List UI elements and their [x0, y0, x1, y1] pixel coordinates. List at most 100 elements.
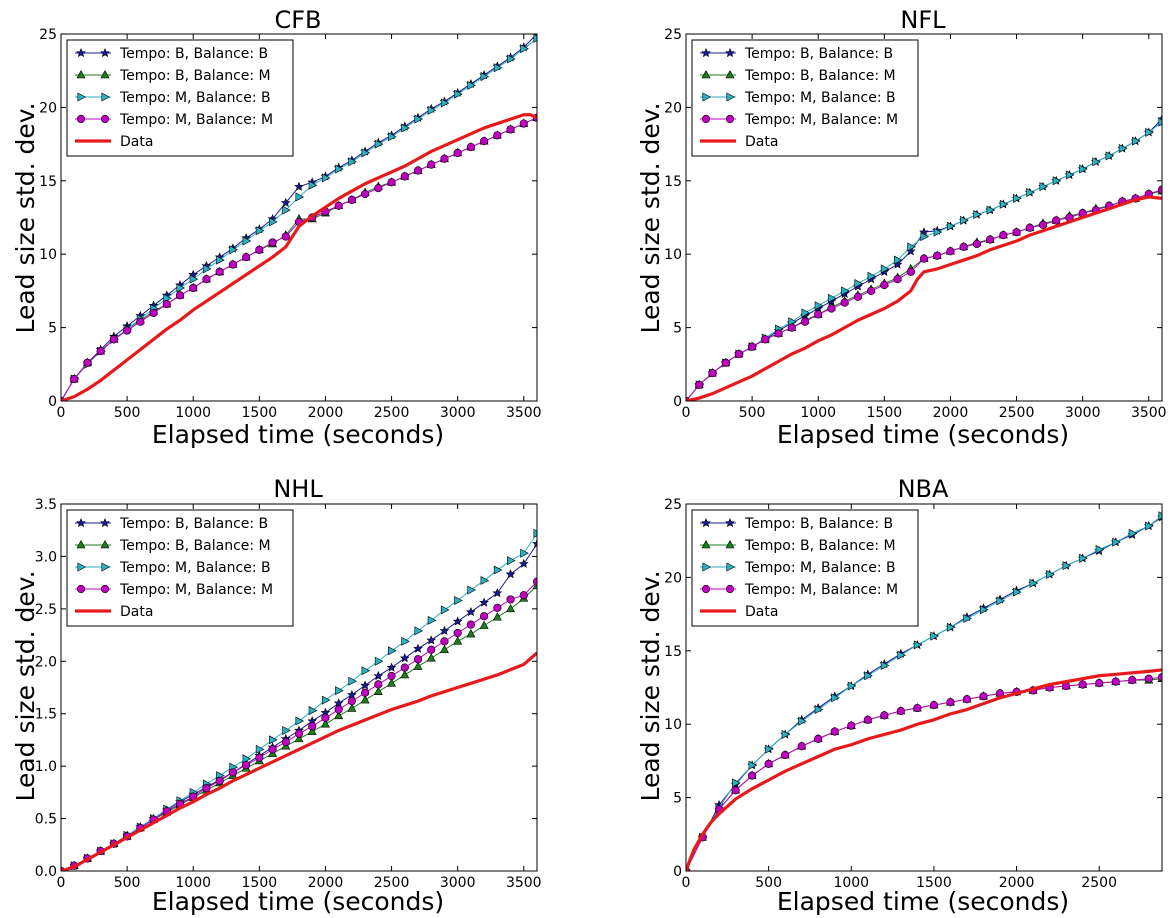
- data-point-tempo-m-balance-m: [426, 160, 436, 169]
- legend-marker: [725, 584, 735, 594]
- data-point-tempo-m-balance-m: [149, 308, 158, 318]
- y-tick-label: 2.5: [35, 602, 57, 618]
- data-point-tempo-m-balance-m: [334, 201, 343, 211]
- data-point-tempo-m-balance-m: [734, 349, 744, 359]
- data-point-tempo-m-balance-m: [1012, 227, 1021, 237]
- y-tick-label: 25: [664, 27, 682, 43]
- data-point-tempo-m-balance-m: [281, 737, 291, 747]
- data-point-tempo-m-balance-m: [932, 251, 942, 260]
- data-point-tempo-m-balance-m: [893, 274, 902, 284]
- x-axis-label: Elapsed time (seconds): [152, 420, 444, 449]
- x-tick-label: 1500: [916, 875, 952, 891]
- data-point-tempo-m-balance-m: [479, 611, 489, 621]
- data-point-tempo-m-balance-m: [479, 136, 489, 146]
- x-tick-label: 0: [57, 875, 66, 891]
- data-point-tempo-m-balance-m: [387, 177, 396, 187]
- x-tick-label: 2000: [308, 405, 344, 421]
- x-axis-label: Elapsed time (seconds): [777, 420, 1069, 449]
- series-group: [686, 511, 1162, 871]
- legend-label: Data: [745, 604, 778, 620]
- series-line-data: [686, 668, 1162, 871]
- data-point-tempo-m-balance-m: [1051, 216, 1061, 225]
- data-point-tempo-m-balance-m: [780, 750, 790, 760]
- y-tick-label: 3.5: [35, 497, 57, 513]
- legend-item-tempo-b-balance-m: Tempo: B, Balance: M: [700, 68, 896, 84]
- data-point-tempo-m-balance-m: [387, 671, 396, 681]
- data-point-tempo-m-balance-m: [880, 280, 889, 290]
- data-point-tempo-m-balance-m: [294, 729, 304, 738]
- panel-title: NHL: [273, 475, 323, 503]
- legend-item-tempo-b-balance-m: Tempo: B, Balance: M: [700, 538, 896, 554]
- data-point-tempo-m-balance-m: [708, 368, 717, 378]
- series-line-data: [61, 651, 537, 871]
- data-point-tempo-m-balance-m: [846, 721, 856, 730]
- data-point-tempo-m-balance-m: [202, 783, 211, 793]
- data-point-tempo-m-balance-m: [188, 283, 198, 293]
- data-point-tempo-m-balance-b: [533, 528, 537, 538]
- x-tick-label: 500: [114, 875, 141, 891]
- panel-title: CFB: [274, 6, 321, 34]
- series-group: [686, 114, 1162, 401]
- data-point-tempo-m-balance-m: [466, 142, 476, 152]
- x-tick-label: 1000: [800, 405, 836, 421]
- legend-label: Tempo: B, Balance: M: [744, 538, 896, 554]
- legend-item-tempo-m-balance-m: Tempo: M, Balance: M: [700, 582, 898, 598]
- x-tick-label: 2000: [999, 875, 1035, 891]
- panel-nhl: NHL Elapsed time (seconds) Lead size std…: [11, 475, 542, 916]
- data-point-tempo-m-balance-m: [453, 148, 462, 158]
- data-point-tempo-m-balance-m: [830, 727, 840, 736]
- legend-label: Tempo: M, Balance: M: [744, 582, 898, 598]
- data-point-tempo-m-balance-b: [1158, 117, 1162, 127]
- data-point-tempo-m-balance-m: [985, 235, 995, 244]
- legend-marker: [701, 114, 711, 124]
- y-tick-label: 10: [664, 717, 682, 733]
- legend: Tempo: B, Balance: B Tempo: B, Balance: M…: [66, 509, 294, 627]
- data-point-tempo-m-balance-m: [440, 637, 449, 646]
- x-axis-label: Elapsed time (seconds): [152, 887, 444, 916]
- data-point-tempo-m-balance-m: [880, 711, 889, 720]
- y-tick-label: 1.5: [35, 707, 57, 723]
- data-point-tempo-m-balance-m: [1038, 220, 1048, 230]
- panel-cfb: CFB Elapsed time (seconds) Lead size std…: [11, 6, 542, 449]
- data-point-tempo-m-balance-m: [519, 590, 529, 600]
- data-point-tempo-m-balance-m: [721, 358, 730, 368]
- series-group: [61, 34, 537, 401]
- data-point-tempo-m-balance-m: [400, 172, 410, 181]
- data-point-tempo-m-balance-m: [797, 741, 806, 751]
- legend-item-tempo-m-balance-m: Tempo: M, Balance: M: [75, 112, 273, 128]
- data-point-tempo-m-balance-m: [255, 753, 264, 763]
- data-point-tempo-m-balance-m: [1144, 674, 1154, 683]
- legend-label: Tempo: B, Balance: M: [744, 68, 896, 84]
- data-point-tempo-m-balance-m: [972, 239, 982, 249]
- y-axis-label: Lead size std. dev.: [636, 570, 665, 801]
- data-point-tempo-m-balance-m: [228, 260, 238, 269]
- data-point-tempo-m-balance-m: [241, 252, 251, 262]
- y-tick-label: 3.0: [35, 549, 57, 565]
- data-point-tempo-m-balance-m: [694, 380, 704, 390]
- x-axis-label: Elapsed time (seconds): [777, 887, 1069, 916]
- data-point-tempo-m-balance-m: [813, 734, 823, 744]
- plot-area: 0 500 1000 1500 2000 2500 0 5 10 15 20 25 Tempo: B, …: [664, 497, 1163, 891]
- legend-label: Tempo: B, Balance: B: [119, 46, 268, 62]
- legend-marker: [725, 114, 735, 124]
- plot-area: 0 500 1000 1500 2000 2500 3000 3500 0 5 10 15 20 25 Te…: [664, 27, 1166, 421]
- data-point-tempo-m-balance-m: [919, 254, 929, 263]
- legend-label: Tempo: B, Balance: M: [119, 538, 271, 554]
- y-axis-label: Lead size std. dev.: [11, 570, 40, 801]
- data-point-tempo-m-balance-m: [1127, 675, 1137, 685]
- x-tick-label: 0: [57, 405, 66, 421]
- y-tick-label: 0: [673, 864, 682, 880]
- panel-nba: NBA Elapsed time (seconds) Lead size std…: [636, 475, 1163, 916]
- data-point-tempo-m-balance-m: [906, 267, 916, 277]
- data-point-tempo-m-balance-m: [440, 154, 449, 164]
- data-point-tempo-m-balance-m: [360, 688, 370, 698]
- x-tick-label: 2500: [1081, 875, 1117, 891]
- legend-item-tempo-b-balance-b: Tempo: B, Balance: B: [75, 46, 268, 62]
- data-point-tempo-m-balance-m: [374, 680, 383, 689]
- legend: Tempo: B, Balance: B Tempo: B, Balance: M…: [691, 509, 919, 627]
- plot-area: 0 500 1000 1500 2000 2500 3000 3500 0 5 10 15 20 25 Te…: [39, 27, 541, 421]
- legend-item-tempo-b-balance-m: Tempo: B, Balance: M: [75, 68, 271, 84]
- data-point-tempo-m-balance-m: [813, 310, 823, 319]
- data-point-tempo-m-balance-m: [255, 245, 264, 255]
